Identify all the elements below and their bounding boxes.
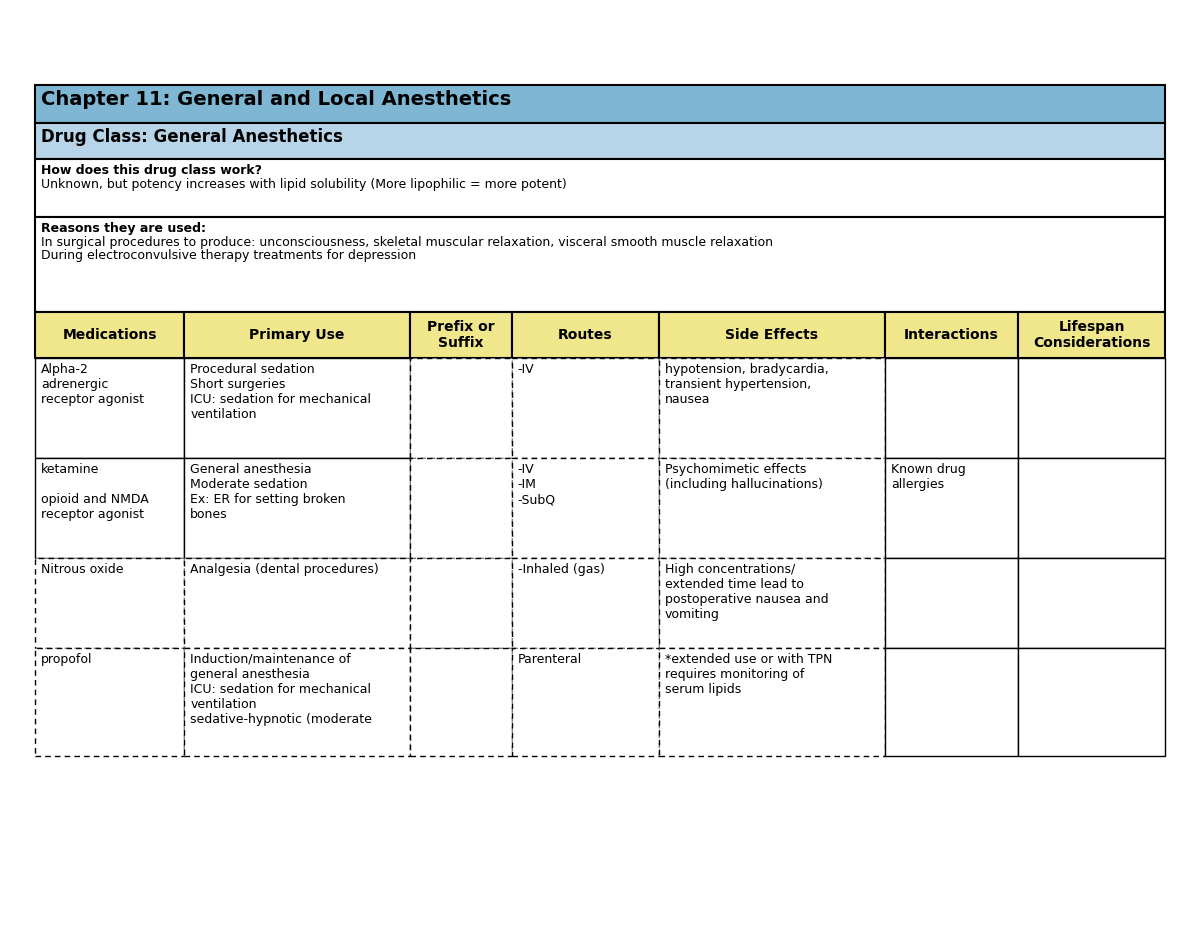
Bar [512, 458, 659, 558]
Bar [884, 648, 1018, 756]
Bar [35, 159, 1165, 217]
Text: Parenteral: Parenteral [518, 653, 582, 666]
Bar [410, 648, 512, 756]
Bar [512, 312, 659, 358]
Text: Lifespan
Considerations: Lifespan Considerations [1033, 320, 1151, 350]
Bar [659, 458, 884, 558]
Bar [512, 558, 659, 648]
Bar [1018, 558, 1165, 648]
Text: Prefix or
Suffix: Prefix or Suffix [427, 320, 494, 350]
Text: propofol: propofol [41, 653, 92, 666]
Text: How does this drug class work?: How does this drug class work? [41, 164, 262, 177]
Bar [884, 558, 1018, 648]
Bar [184, 558, 410, 648]
Text: ketamine

opioid and NMDA
receptor agonist: ketamine opioid and NMDA receptor agonis… [41, 463, 149, 521]
Text: Medications: Medications [62, 328, 157, 342]
Text: Unknown, but potency increases with lipid solubility (More lipophilic = more pot: Unknown, but potency increases with lipi… [41, 178, 566, 191]
Text: Alpha-2
adrenergic
receptor agonist: Alpha-2 adrenergic receptor agonist [41, 363, 144, 406]
Bar [35, 558, 184, 648]
Text: Procedural sedation
Short surgeries
ICU: sedation for mechanical
ventilation: Procedural sedation Short surgeries ICU:… [190, 363, 371, 421]
Text: hypotension, bradycardia,
transient hypertension,
nausea: hypotension, bradycardia, transient hype… [665, 363, 828, 406]
Bar [1018, 312, 1165, 358]
Bar [512, 358, 659, 458]
Bar [410, 312, 512, 358]
Bar [410, 358, 512, 458]
Text: General anesthesia
Moderate sedation
Ex: ER for setting broken
bones: General anesthesia Moderate sedation Ex:… [190, 463, 346, 521]
Bar [184, 312, 410, 358]
Bar [35, 123, 1165, 159]
Text: -Inhaled (gas): -Inhaled (gas) [518, 563, 605, 576]
Text: Analgesia (dental procedures): Analgesia (dental procedures) [190, 563, 379, 576]
Bar [410, 558, 512, 648]
Text: In surgical procedures to produce: unconsciousness, skeletal muscular relaxation: In surgical procedures to produce: uncon… [41, 236, 773, 249]
Text: Side Effects: Side Effects [725, 328, 818, 342]
Bar [1018, 358, 1165, 458]
Bar [659, 312, 884, 358]
Text: Primary Use: Primary Use [250, 328, 344, 342]
Bar [1018, 458, 1165, 558]
Text: Drug Class: General Anesthetics: Drug Class: General Anesthetics [41, 128, 343, 146]
Text: -IV
-IM
-SubQ: -IV -IM -SubQ [518, 463, 556, 506]
Bar [35, 85, 1165, 123]
Text: Nitrous oxide: Nitrous oxide [41, 563, 124, 576]
Bar [659, 558, 884, 648]
Text: High concentrations/
extended time lead to
postoperative nausea and
vomiting: High concentrations/ extended time lead … [665, 563, 828, 621]
Bar [1018, 648, 1165, 756]
Text: Reasons they are used:: Reasons they are used: [41, 222, 206, 235]
Bar [184, 358, 410, 458]
Bar [35, 458, 184, 558]
Text: Chapter 11: General and Local Anesthetics: Chapter 11: General and Local Anesthetic… [41, 90, 511, 109]
Bar [184, 458, 410, 558]
Bar [35, 312, 184, 358]
Text: *extended use or with TPN
requires monitoring of
serum lipids: *extended use or with TPN requires monit… [665, 653, 832, 696]
Bar [184, 648, 410, 756]
Text: Psychomimetic effects
(including hallucinations): Psychomimetic effects (including halluci… [665, 463, 823, 491]
Bar [659, 358, 884, 458]
Text: Known drug
allergies: Known drug allergies [890, 463, 966, 491]
Bar [884, 312, 1018, 358]
Text: During electroconvulsive therapy treatments for depression: During electroconvulsive therapy treatme… [41, 249, 416, 262]
Text: Interactions: Interactions [904, 328, 998, 342]
Bar [512, 648, 659, 756]
Bar [35, 648, 184, 756]
Bar [35, 217, 1165, 312]
Bar [884, 458, 1018, 558]
Bar [35, 358, 184, 458]
Text: Routes: Routes [558, 328, 613, 342]
Bar [659, 648, 884, 756]
Text: Induction/maintenance of
general anesthesia
ICU: sedation for mechanical
ventila: Induction/maintenance of general anesthe… [190, 653, 372, 726]
Bar [884, 358, 1018, 458]
Text: -IV: -IV [518, 363, 534, 376]
Bar [410, 458, 512, 558]
